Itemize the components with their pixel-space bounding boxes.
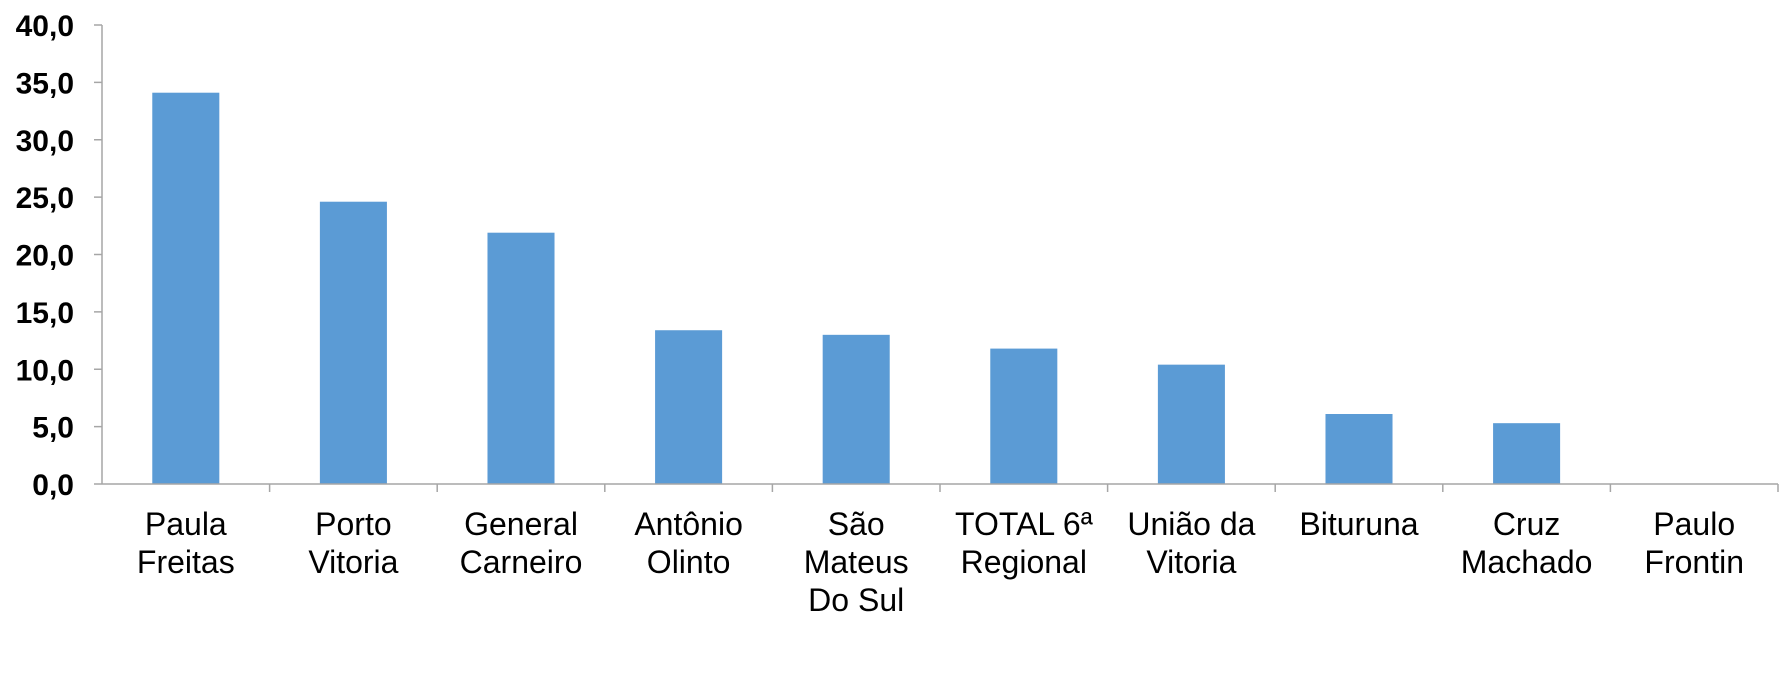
x-tick-label: Carneiro bbox=[460, 544, 583, 580]
bar bbox=[1325, 414, 1393, 484]
x-tick-label: General bbox=[464, 506, 578, 542]
y-axis-ticks: 0,0 5,0 10,0 15,0 20,0 25,0 30,0 35,0 40,0 bbox=[16, 10, 102, 502]
x-tick-label: Olinto bbox=[647, 544, 731, 580]
x-tick-label: Freitas bbox=[137, 544, 235, 580]
x-tick-label: Paula bbox=[145, 506, 227, 542]
y-tick-label: 30,0 bbox=[16, 125, 74, 158]
x-tick-label: Paulo bbox=[1653, 506, 1735, 542]
x-tick-label: Cruz bbox=[1493, 506, 1561, 542]
x-tick-label: Frontin bbox=[1644, 544, 1744, 580]
x-tick-label: Machado bbox=[1461, 544, 1593, 580]
x-tick-label: União da bbox=[1127, 506, 1255, 542]
bar bbox=[655, 330, 723, 484]
bar bbox=[1493, 423, 1561, 484]
y-tick-label: 20,0 bbox=[16, 240, 74, 273]
bar bbox=[487, 232, 555, 484]
bar bbox=[990, 348, 1058, 484]
bar bbox=[1157, 364, 1225, 484]
y-tick-label: 0,0 bbox=[32, 469, 74, 502]
x-tick-label: TOTAL 6ª bbox=[955, 506, 1093, 542]
y-tick-label: 5,0 bbox=[32, 412, 74, 445]
bars-group bbox=[152, 92, 1561, 484]
x-tick-label: Mateus bbox=[804, 544, 909, 580]
axes-group bbox=[101, 25, 1779, 492]
y-tick-label: 10,0 bbox=[16, 354, 74, 387]
y-tick-label: 15,0 bbox=[16, 297, 74, 330]
x-tick-label: São bbox=[828, 506, 885, 542]
x-tick-label: Porto bbox=[315, 506, 391, 542]
x-tick-label: Regional bbox=[961, 544, 1087, 580]
y-tick-label: 25,0 bbox=[16, 182, 74, 215]
bar bbox=[319, 201, 387, 484]
x-tick-label: Vitoria bbox=[308, 544, 398, 580]
x-tick-label: Antônio bbox=[634, 506, 743, 542]
x-axis-labels: PaulaFreitasPortoVitoriaGeneralCarneiroA… bbox=[137, 506, 1744, 618]
bar bbox=[822, 334, 890, 484]
bar bbox=[152, 92, 220, 484]
y-tick-label: 35,0 bbox=[16, 67, 74, 100]
x-tick-label: Do Sul bbox=[808, 582, 904, 618]
y-tick-label: 40,0 bbox=[16, 10, 74, 43]
x-tick-label: Bituruna bbox=[1299, 506, 1418, 542]
x-tick-label: Vitoria bbox=[1146, 544, 1236, 580]
